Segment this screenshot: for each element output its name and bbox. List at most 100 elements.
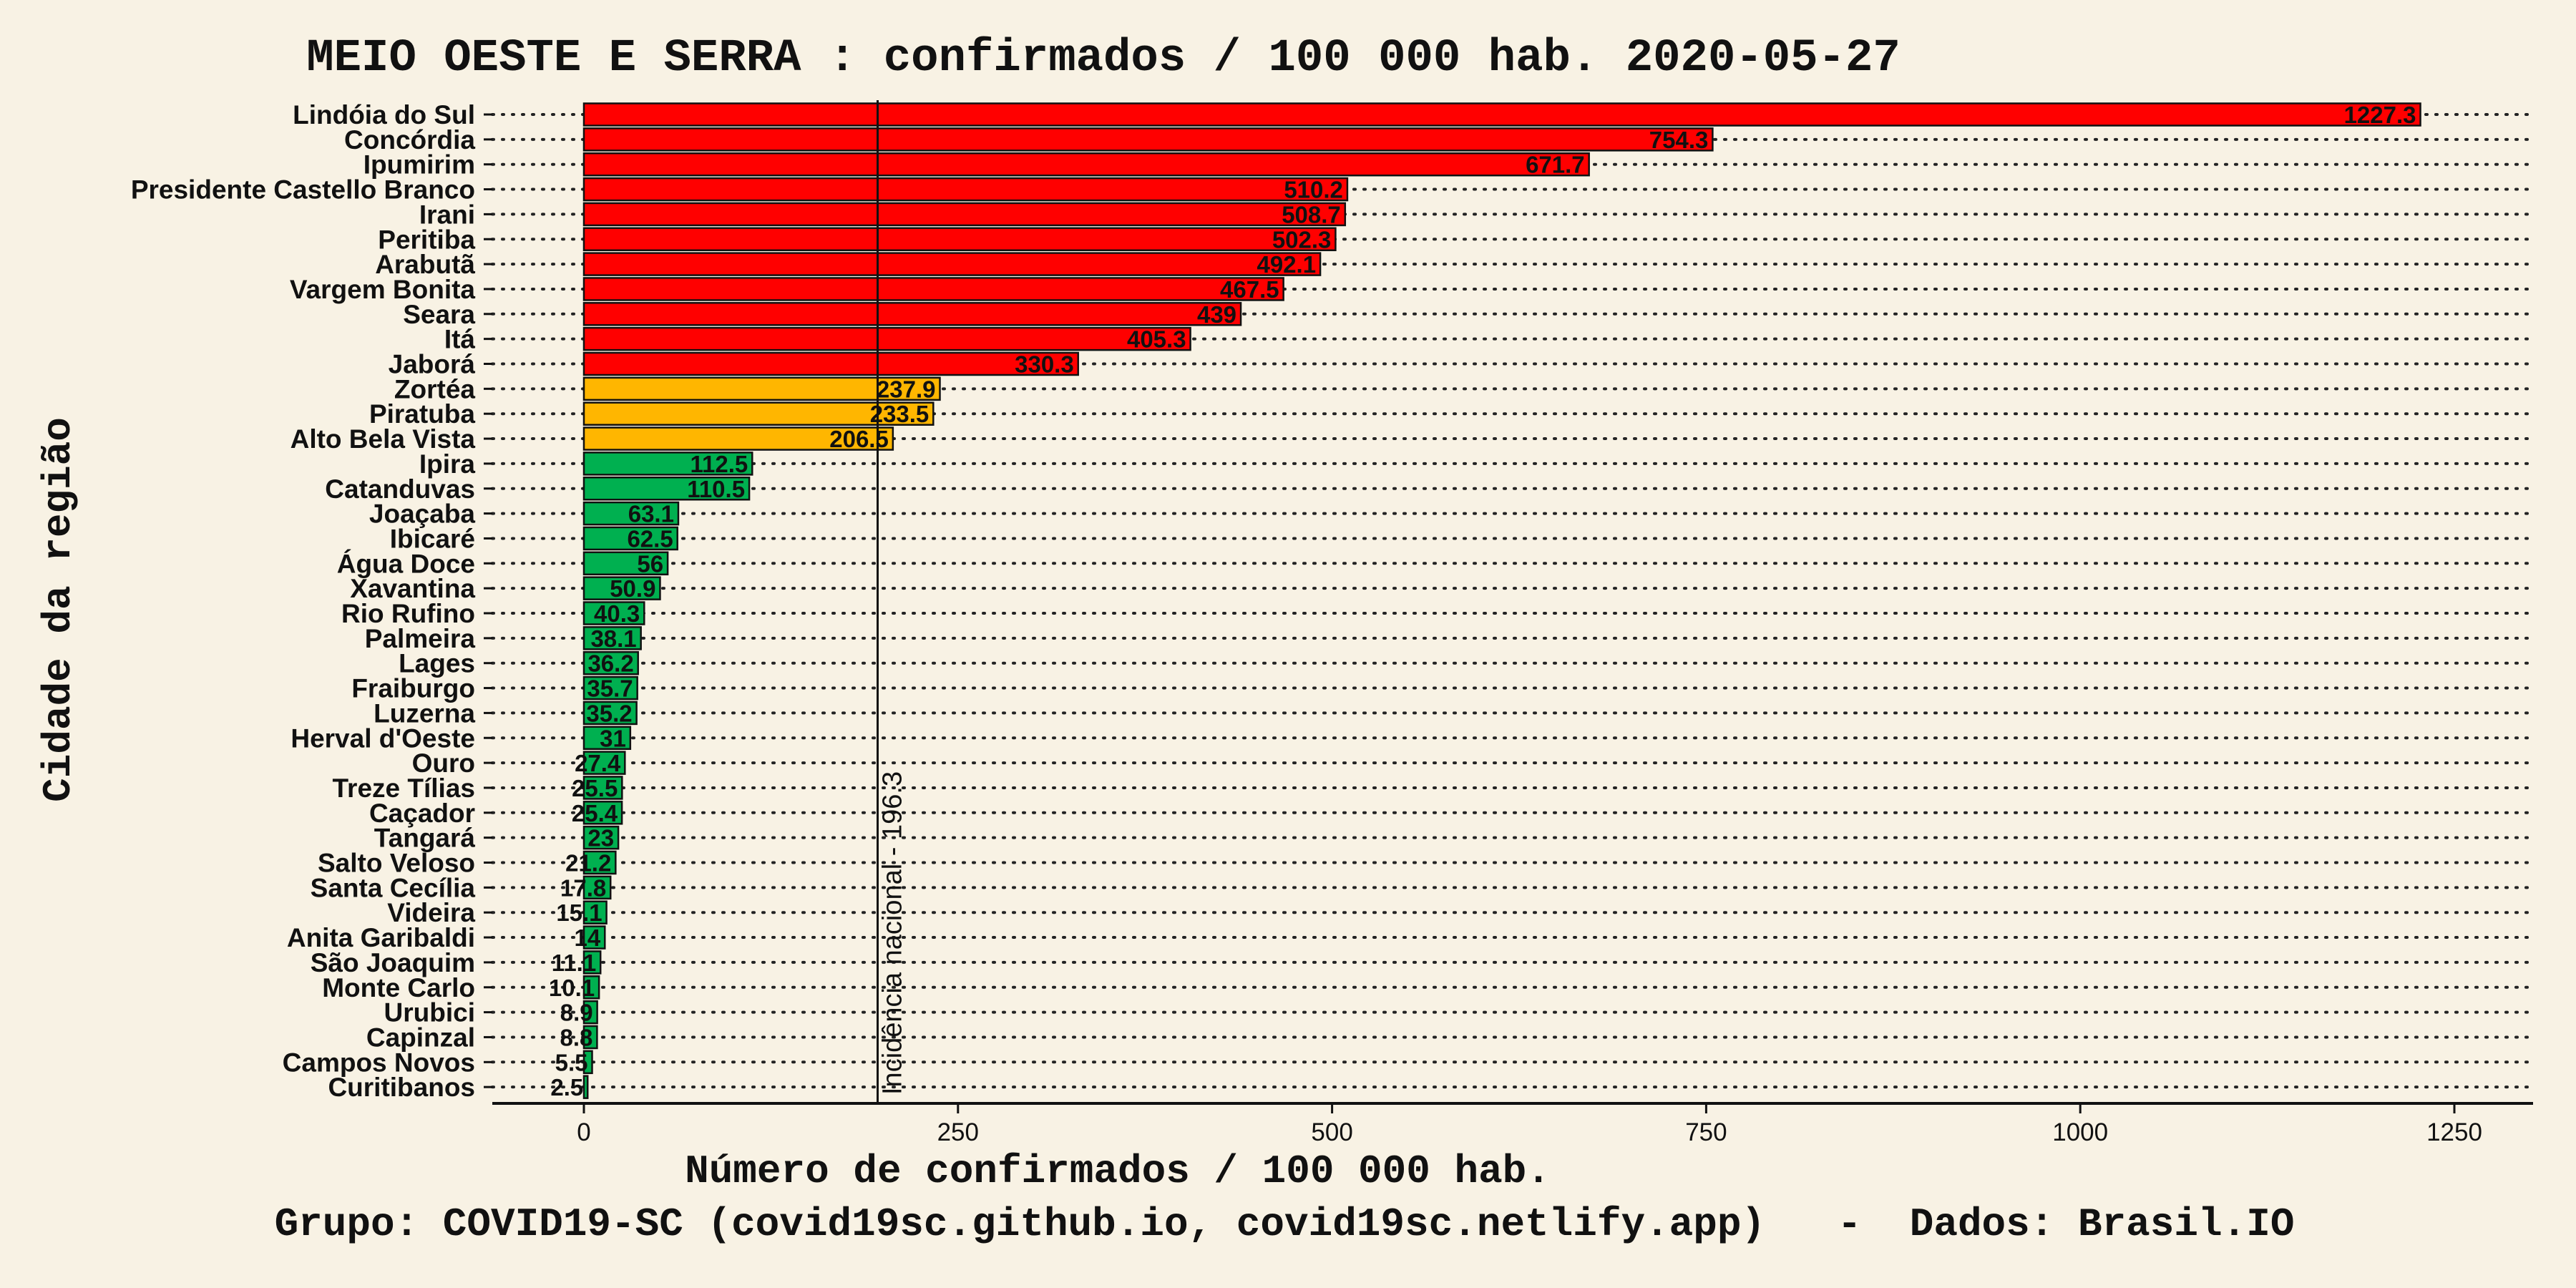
- bar: [582, 477, 751, 501]
- category-label: Arabutã: [375, 250, 475, 279]
- bar: [582, 501, 680, 526]
- category-label: Xavantina: [350, 574, 475, 603]
- bar: [582, 776, 623, 800]
- category-label: Zortéa: [394, 374, 476, 404]
- category-label: Campos Novos: [283, 1048, 475, 1077]
- data-label: 508.7: [1282, 201, 1341, 228]
- category-label: Lages: [399, 649, 475, 678]
- bar: [582, 975, 600, 1000]
- category-label: Santa Cecília: [311, 873, 476, 902]
- bar: [582, 1075, 589, 1099]
- data-label: 63.1: [628, 501, 674, 527]
- data-label: 62.5: [627, 525, 673, 552]
- data-label: 233.5: [870, 401, 930, 427]
- category-label: Monte Carlo: [322, 973, 475, 1002]
- bar: [582, 601, 645, 625]
- bar: [582, 1000, 598, 1025]
- bar: [582, 626, 642, 650]
- bar: [582, 401, 935, 426]
- data-label: 237.9: [877, 376, 936, 402]
- x-tick-label: 0: [577, 1118, 590, 1146]
- data-label: 21.2: [565, 850, 611, 877]
- x-tick-label: 1250: [2426, 1118, 2482, 1146]
- category-label: Herval d'Oeste: [291, 723, 475, 753]
- data-label: 330.3: [1015, 351, 1074, 378]
- bar: [582, 277, 1284, 301]
- data-label: 112.5: [690, 451, 748, 477]
- bar: [582, 825, 620, 850]
- x-tick-label: 1000: [2052, 1118, 2108, 1146]
- category-label: Ipira: [419, 449, 476, 479]
- data-label: 754.3: [1649, 127, 1709, 153]
- bar: [582, 102, 2421, 127]
- bar: [582, 726, 632, 750]
- category-label: Caçador: [369, 799, 475, 828]
- data-label: 25.5: [572, 775, 618, 801]
- x-tick-label: 500: [1311, 1118, 1352, 1146]
- data-label: 502.3: [1272, 226, 1332, 253]
- bar: [582, 925, 606, 950]
- bar: [582, 650, 639, 675]
- bar: [582, 227, 1337, 251]
- category-label: Anita Garibaldi: [287, 923, 475, 952]
- data-label: 11.1: [552, 950, 596, 976]
- category-label: Catanduvas: [325, 474, 475, 504]
- data-label: 31: [600, 725, 626, 751]
- bar: [582, 202, 1347, 227]
- bar: [582, 326, 1191, 351]
- bar: [582, 452, 753, 476]
- bar: [582, 801, 623, 825]
- bar: [582, 576, 661, 600]
- data-label: 35.7: [587, 675, 633, 702]
- data-label: 40.3: [594, 600, 640, 627]
- category-label: Peritiba: [378, 225, 475, 254]
- category-label: Itá: [444, 325, 476, 354]
- grid-lines: [491, 113, 2534, 1089]
- data-label: 510.2: [1284, 177, 1343, 203]
- category-label: Concórdia: [344, 125, 475, 155]
- chart-title: MEIO OESTE E SERRA : confirmados / 100 0…: [306, 33, 1901, 84]
- data-label: 439: [1197, 301, 1236, 328]
- data-label: 492.1: [1257, 251, 1316, 278]
- bar: [582, 351, 1079, 376]
- data-label: 38.1: [590, 625, 636, 652]
- data-label: 15.1: [556, 899, 602, 926]
- bar: [582, 701, 638, 726]
- category-label: Ibicaré: [390, 524, 475, 553]
- category-label: Fraiburgo: [351, 674, 475, 703]
- category-label: Palmeira: [365, 624, 476, 653]
- x-axis: Lindóia do SulConcórdiaIpumirimPresident…: [131, 100, 2533, 1146]
- data-label: 25.4: [572, 800, 618, 826]
- bars: 1227.3 754.3 671.7 510.2508.7502.3492.1467.…: [549, 102, 2421, 1101]
- data-label: 467.5: [1220, 276, 1279, 303]
- data-label: 56: [637, 550, 663, 577]
- category-label: Jaborá: [389, 350, 476, 379]
- category-label: Irani: [419, 200, 475, 229]
- bar: [582, 302, 1242, 326]
- category-label: Luzerna: [374, 698, 475, 728]
- bar: [582, 850, 617, 875]
- bar: [582, 1025, 598, 1050]
- bar: [582, 551, 669, 576]
- data-label: 1227.3: [2344, 102, 2416, 128]
- data-label: 405.3: [1127, 326, 1186, 353]
- bar: [582, 127, 1714, 152]
- bar: [582, 900, 608, 924]
- data-label: 50.9: [610, 575, 655, 602]
- x-tick-label: 750: [1685, 1118, 1727, 1146]
- category-label: São Joaquim: [311, 948, 475, 977]
- data-label: 2.5: [550, 1074, 583, 1101]
- bar: [582, 376, 941, 401]
- category-label: Vargem Bonita: [290, 275, 475, 304]
- category-label: Treze Tílias: [333, 774, 476, 803]
- data-label: 14: [575, 924, 601, 951]
- y-axis-label: Cidade da região: [36, 417, 82, 802]
- bar: [582, 152, 1590, 177]
- category-label: Capinzal: [366, 1023, 475, 1052]
- bar: [582, 426, 894, 451]
- data-label: 36.2: [587, 650, 633, 677]
- category-label: Joaçaba: [369, 499, 476, 529]
- bar: [582, 751, 626, 775]
- category-label: Lindóia do Sul: [293, 100, 475, 130]
- reference-line-label: Incidência nacional - 196.3: [878, 771, 908, 1095]
